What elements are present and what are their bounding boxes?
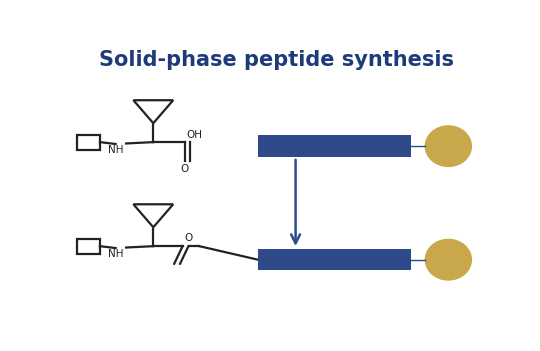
FancyBboxPatch shape xyxy=(258,135,411,157)
Text: O: O xyxy=(180,164,189,174)
Text: NH: NH xyxy=(109,249,124,259)
FancyBboxPatch shape xyxy=(258,249,411,271)
Text: NH: NH xyxy=(109,145,124,155)
Text: OH: OH xyxy=(187,130,203,140)
Ellipse shape xyxy=(426,126,471,166)
Text: O: O xyxy=(185,233,193,244)
Ellipse shape xyxy=(426,239,471,280)
Text: Solid-phase peptide synthesis: Solid-phase peptide synthesis xyxy=(99,50,454,70)
